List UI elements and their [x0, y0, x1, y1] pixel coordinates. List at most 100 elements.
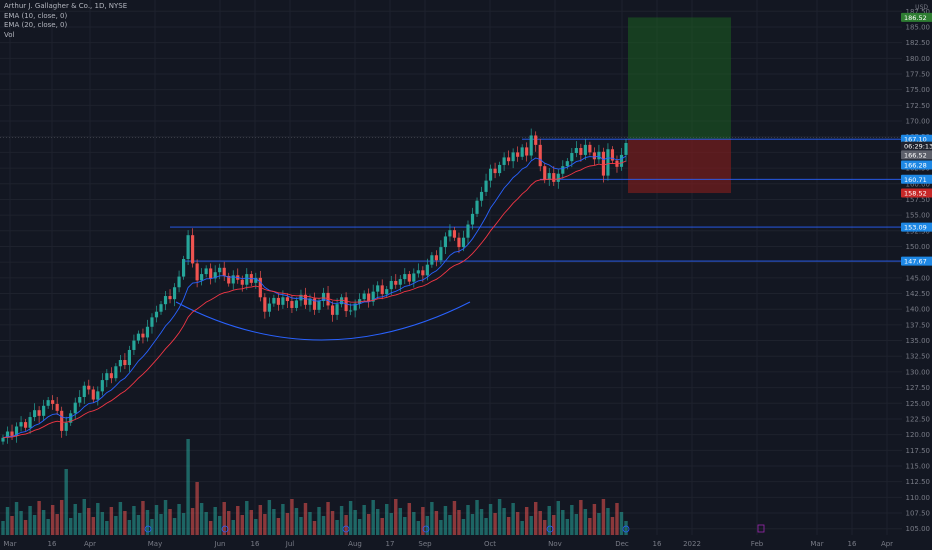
- volume-bar: [23, 520, 28, 535]
- volume-bar: [552, 515, 556, 535]
- volume-bar: [132, 506, 136, 535]
- time-axis[interactable]: Mar 16 Apr May Jun 16 Jul Aug 17 Sep Oct Nov Dec 16 20…: [3, 540, 893, 548]
- volume-bar: [168, 509, 172, 535]
- volume-bar: [506, 517, 511, 535]
- earnings-marker[interactable]: [342, 525, 350, 533]
- candle-body: [78, 397, 82, 403]
- candle-body: [127, 349, 131, 366]
- candle-body: [358, 299, 362, 304]
- candle-body: [200, 274, 204, 281]
- volume-bar: [258, 505, 263, 535]
- volume-bar: [326, 502, 330, 535]
- volume-bar: [416, 521, 421, 535]
- candle-body: [394, 280, 398, 285]
- candle-body: [154, 311, 159, 318]
- volume-bar: [484, 518, 488, 535]
- indicator-ema10[interactable]: EMA (10, close, 0): [4, 11, 68, 20]
- volume-bar: [321, 516, 326, 535]
- indicator-vol[interactable]: Vol: [4, 30, 15, 39]
- candle-body: [69, 413, 73, 423]
- volume-bar: [249, 510, 254, 535]
- volume-bar: [448, 515, 452, 535]
- volume-bar: [87, 508, 91, 535]
- candle-body: [276, 297, 280, 305]
- candle-body: [466, 224, 470, 238]
- volume-bar: [236, 506, 240, 535]
- earnings-marker[interactable]: [422, 525, 430, 533]
- candle-body: [64, 422, 68, 431]
- volume-bar: [597, 513, 601, 535]
- candle-body: [87, 385, 91, 390]
- volume-bar: [461, 519, 466, 535]
- volume-bar: [466, 505, 470, 535]
- cup-curve[interactable]: [175, 301, 471, 341]
- volume-bar: [240, 515, 244, 535]
- candle-body: [96, 391, 100, 400]
- candle-body: [10, 431, 14, 436]
- earnings-marker[interactable]: [221, 525, 229, 533]
- candle-body: [398, 279, 402, 285]
- volume-bar: [190, 508, 195, 535]
- earnings-marker[interactable]: [144, 525, 152, 533]
- candle-body: [195, 263, 199, 281]
- y-tick-label: 160.00: [906, 180, 931, 188]
- y-tick-label: 155.00: [906, 212, 931, 220]
- volume-bar: [303, 503, 308, 535]
- cup-arc[interactable]: [175, 301, 471, 341]
- candle-body: [330, 305, 335, 315]
- volume-bar: [497, 499, 502, 535]
- candle-body: [254, 277, 258, 283]
- candle-body: [606, 149, 610, 176]
- x-tick-label: May: [148, 540, 162, 548]
- event-markers[interactable]: [144, 524, 765, 533]
- candle-body: [191, 235, 195, 264]
- volume-bar: [64, 469, 68, 535]
- candle-body: [100, 380, 104, 392]
- candle-body: [240, 279, 244, 285]
- stop-zone[interactable]: [628, 139, 731, 194]
- volume-bar: [204, 512, 208, 535]
- volume-bar: [502, 508, 506, 535]
- candle-body: [303, 294, 308, 305]
- y-tick-label: 170.00: [906, 118, 931, 126]
- candle-body: [321, 292, 326, 302]
- x-tick-label: Apr: [881, 540, 893, 548]
- candle-body: [380, 285, 384, 295]
- y-tick-label: 135.00: [906, 337, 931, 345]
- volume-bar: [114, 516, 118, 535]
- earnings-marker[interactable]: [546, 525, 554, 533]
- profit-zone[interactable]: [628, 17, 731, 140]
- candle-body: [470, 213, 475, 225]
- earnings-marker[interactable]: [622, 525, 630, 533]
- candle-body: [150, 317, 154, 327]
- volume-bar: [163, 500, 168, 535]
- volume-bar: [380, 518, 384, 535]
- long-position-tool[interactable]: [628, 17, 731, 194]
- candle-body: [601, 151, 606, 176]
- volume-bar: [624, 521, 628, 535]
- candle-body: [136, 333, 141, 341]
- badge-support_3: [901, 256, 932, 266]
- badge-support_1: [901, 174, 932, 184]
- candle-body: [181, 259, 186, 277]
- y-tick-label: 180.00: [906, 55, 931, 63]
- volume-bar: [579, 500, 583, 535]
- candle-body: [529, 135, 533, 156]
- legend: Arthur J. Gallagher & Co., 1D, NYSE EMA …: [4, 2, 127, 40]
- x-tick-label: Feb: [751, 540, 764, 548]
- candle-body: [28, 417, 32, 428]
- candle-body: [186, 235, 190, 260]
- candle-body: [452, 230, 457, 238]
- indicator-ema20[interactable]: EMA (20, close, 0): [4, 21, 68, 29]
- dividend-marker[interactable]: [757, 524, 765, 533]
- volume-bar: [430, 502, 434, 535]
- badge-entry-text: 167.10: [904, 136, 927, 144]
- symbol-title[interactable]: Arthur J. Gallagher & Co., 1D, NYSE: [4, 2, 128, 10]
- volume-bar: [412, 512, 416, 535]
- volume-bar: [357, 519, 362, 535]
- volume-bar: [375, 509, 380, 535]
- volume-bar: [150, 519, 154, 535]
- volume-bar: [254, 519, 258, 535]
